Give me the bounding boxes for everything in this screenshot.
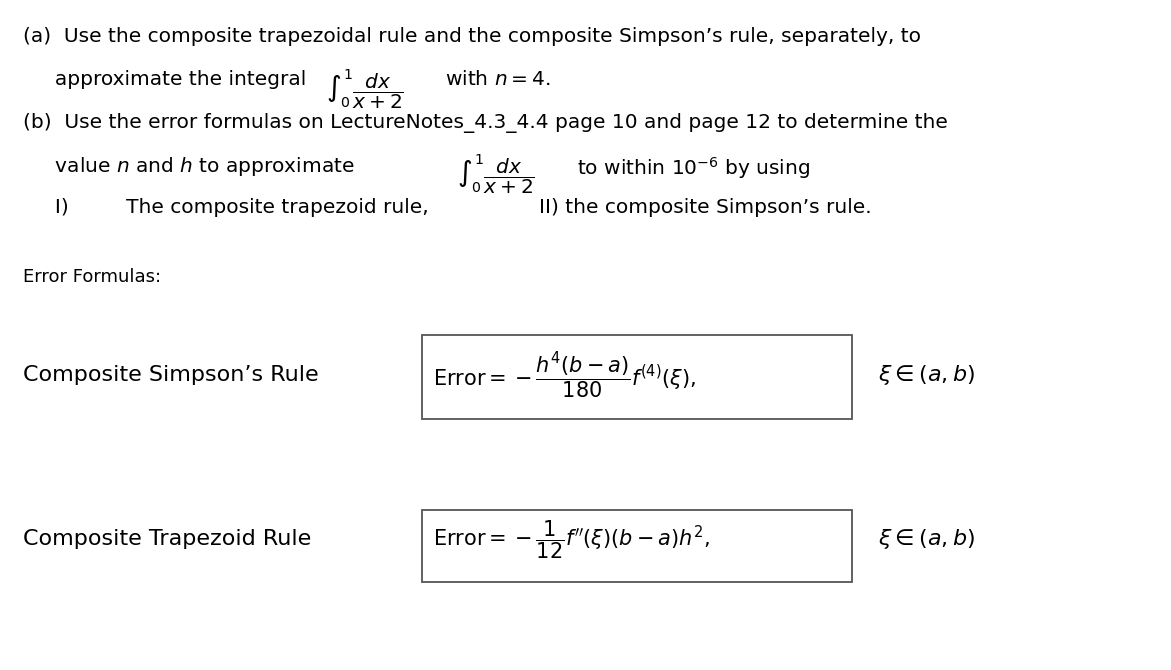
Text: $\int_0^1 \dfrac{dx}{x+2}$: $\int_0^1 \dfrac{dx}{x+2}$ (326, 67, 404, 111)
Text: $\int_0^1 \dfrac{dx}{x+2}$: $\int_0^1 \dfrac{dx}{x+2}$ (457, 152, 535, 196)
Text: I)         The composite trapezoid rule,: I) The composite trapezoid rule, (23, 198, 429, 216)
Text: to within $10^{-6}$ by using: to within $10^{-6}$ by using (577, 155, 810, 182)
Text: approximate the integral: approximate the integral (23, 70, 313, 89)
Text: Composite Trapezoid Rule: Composite Trapezoid Rule (23, 529, 311, 549)
FancyBboxPatch shape (422, 335, 852, 419)
Text: value $n$ and $h$ to approximate: value $n$ and $h$ to approximate (23, 155, 356, 178)
Text: $\xi \in (a,b)$: $\xi \in (a,b)$ (878, 527, 975, 551)
Text: Error$= -\dfrac{h^4(b-a)}{180}f^{(4)}(\xi),$: Error$= -\dfrac{h^4(b-a)}{180}f^{(4)}(\x… (433, 350, 697, 401)
Text: Error Formulas:: Error Formulas: (23, 268, 162, 286)
Text: Composite Simpson’s Rule: Composite Simpson’s Rule (23, 365, 319, 385)
FancyBboxPatch shape (422, 510, 852, 582)
Text: with $n = 4$.: with $n = 4$. (445, 70, 550, 89)
Text: II) the composite Simpson’s rule.: II) the composite Simpson’s rule. (539, 198, 871, 216)
Text: (b)  Use the error formulas on LectureNotes_4.3_4.4 page 10 and page 12 to deter: (b) Use the error formulas on LectureNot… (23, 113, 949, 133)
Text: (a)  Use the composite trapezoidal rule and the composite Simpson’s rule, separa: (a) Use the composite trapezoidal rule a… (23, 27, 922, 46)
Text: $\xi \in (a,b)$: $\xi \in (a,b)$ (878, 363, 975, 387)
Text: Error$=-\dfrac{1}{12}f^{\prime\prime}(\xi)(b-a)h^2,$: Error$=-\dfrac{1}{12}f^{\prime\prime}(\x… (433, 518, 710, 561)
